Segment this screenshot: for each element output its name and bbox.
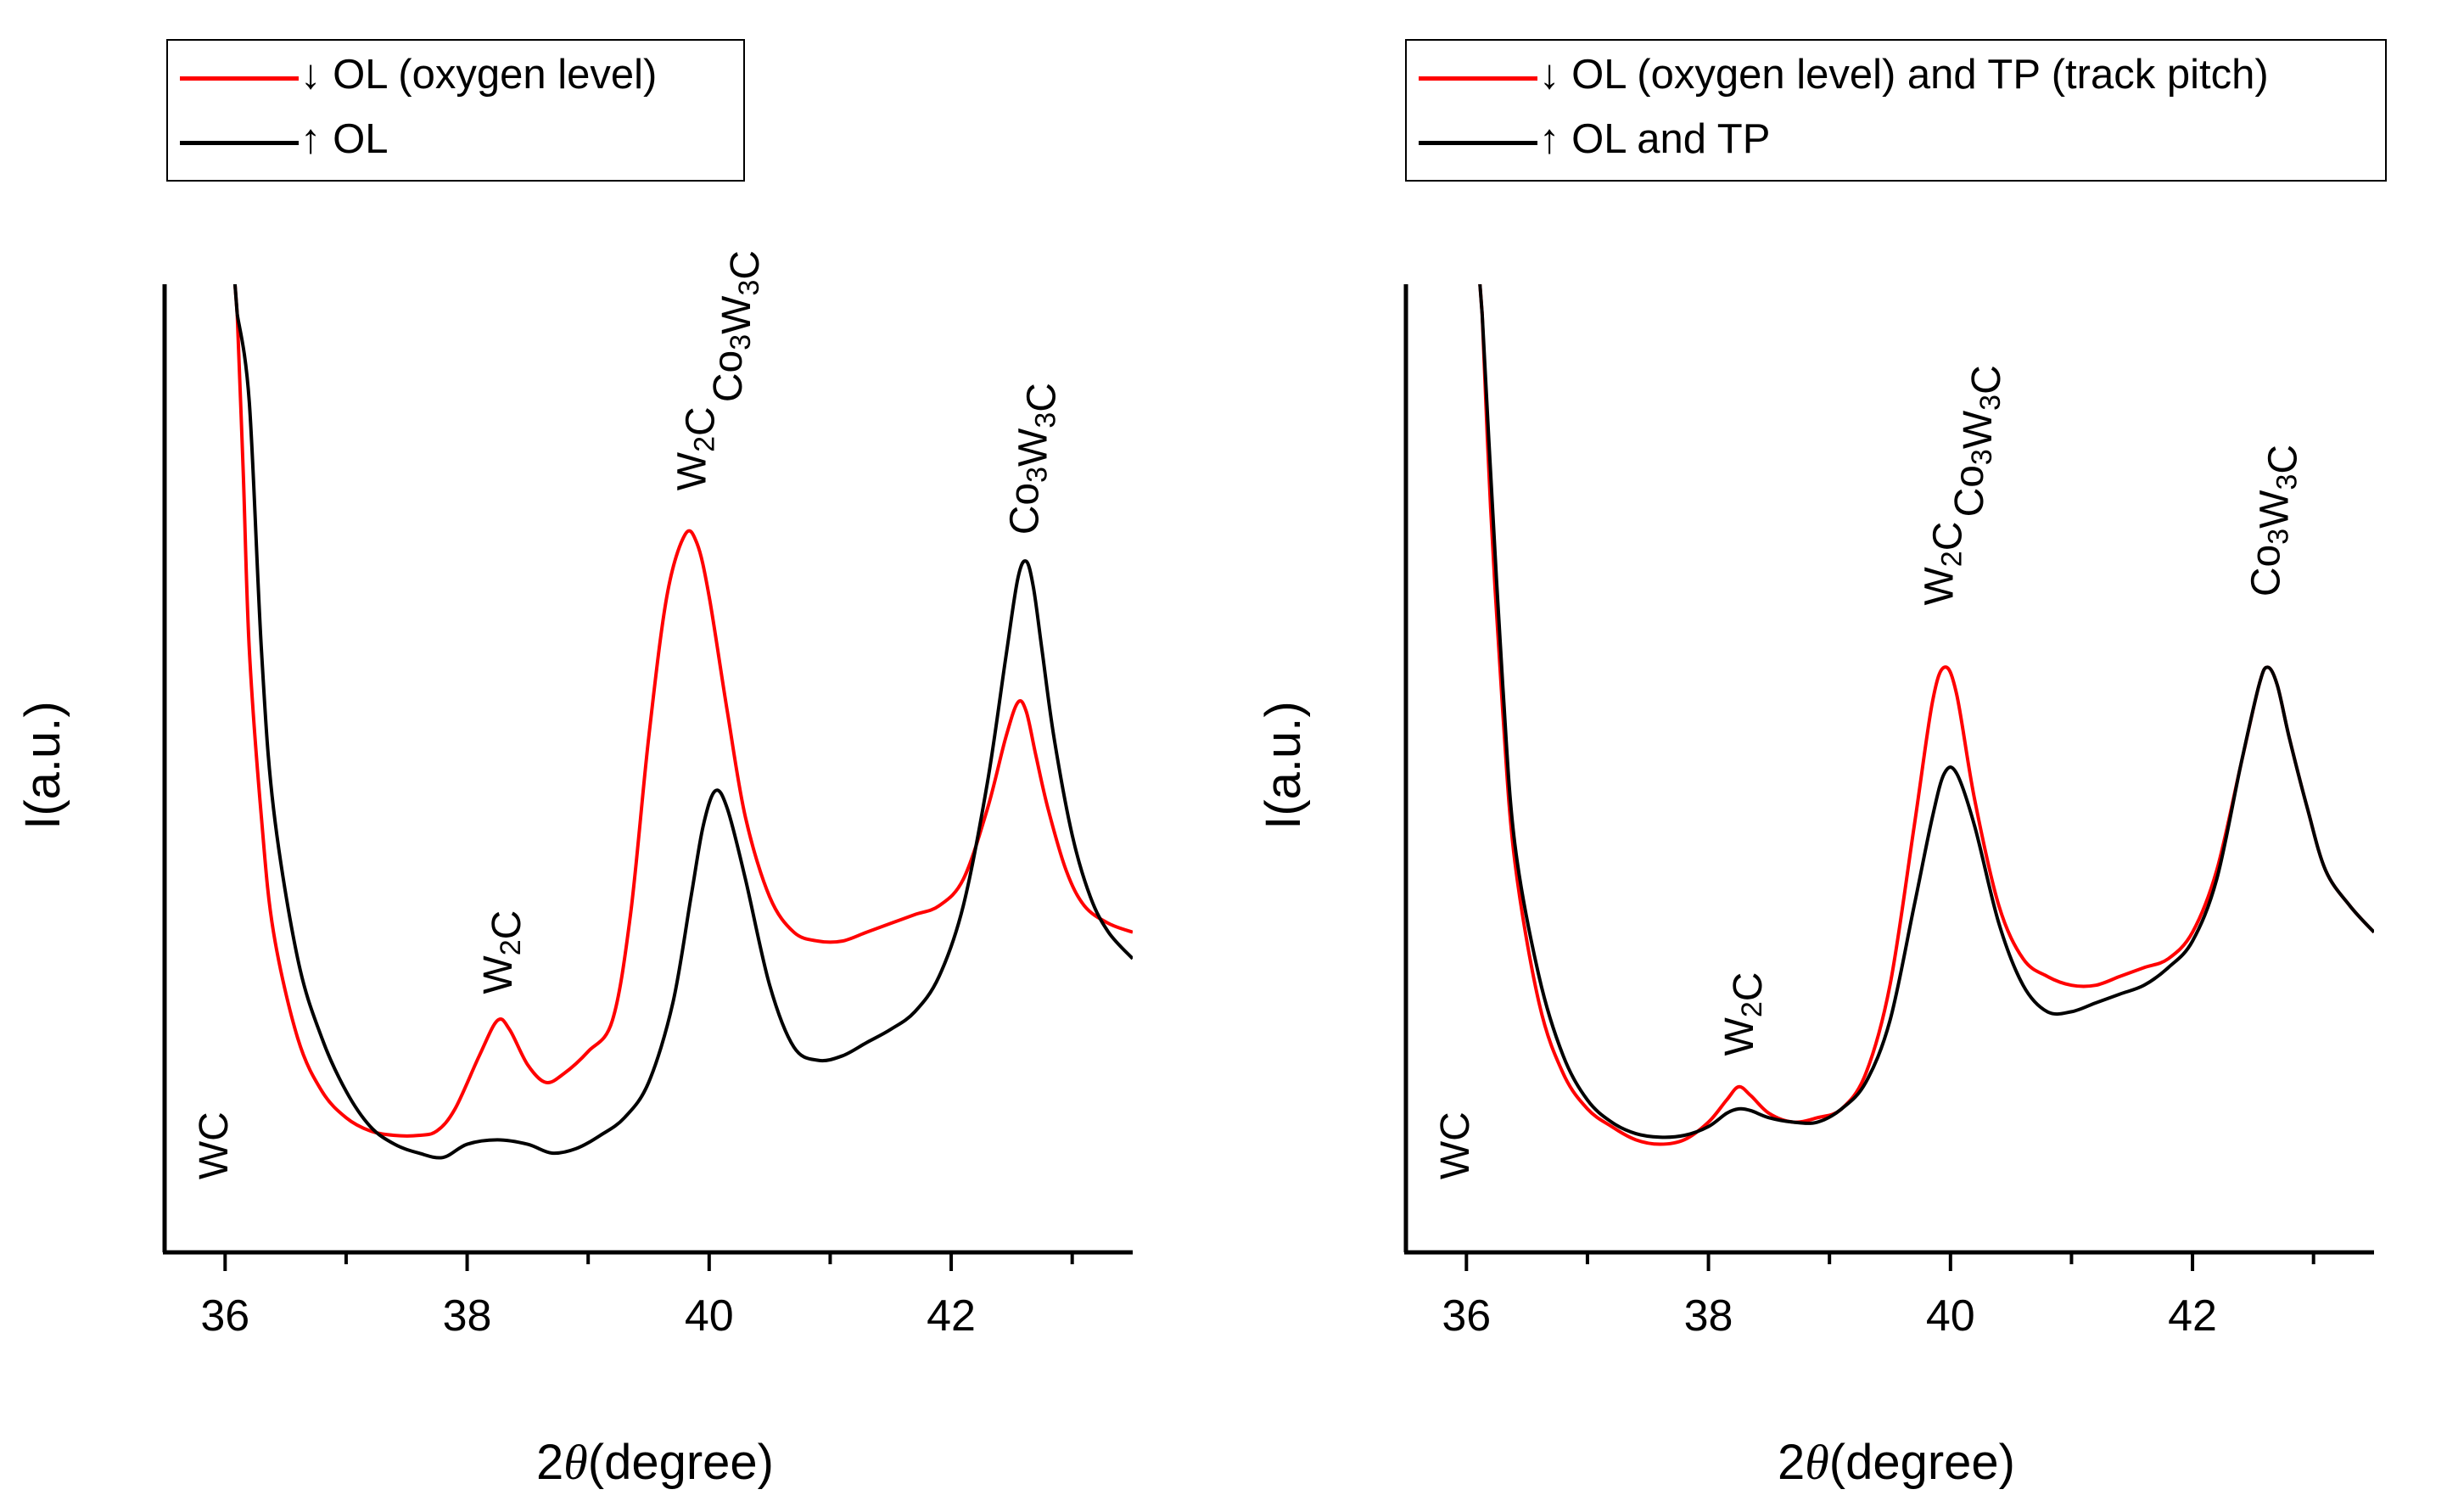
legend-right: ↓ OL (oxygen level) and TP (track pitch)… — [1405, 39, 2387, 182]
peak-label: Co3W3C — [1947, 365, 2009, 517]
series-rise-black — [1478, 284, 1484, 315]
legend-left: ↓ OL (oxygen level) ↑ OL — [166, 39, 745, 182]
peak-label: Co3W3C — [2244, 445, 2306, 596]
x-tick-label: 36 — [200, 1291, 249, 1341]
peak-label: Co3W3C — [1003, 383, 1065, 535]
legend-label-red: ↓ OL (oxygen level) — [300, 52, 658, 98]
x-tick-label: 38 — [443, 1291, 492, 1341]
legend-entry-red: ↓ OL (oxygen level) and TP (track pitch) — [1407, 48, 2385, 110]
x-axis-label: 2θ(degree) — [536, 1435, 774, 1490]
x-tick-label: 38 — [1684, 1291, 1733, 1341]
series-rise-black — [232, 284, 239, 315]
x-tick-label: 40 — [685, 1291, 734, 1341]
y-axis-label: I(a.u.) — [1256, 701, 1311, 830]
peak-label: WC — [192, 1112, 237, 1179]
x-axis-label: 2θ(degree) — [1778, 1435, 2015, 1490]
legend-line-black — [1419, 141, 1537, 145]
peak-label: W2C — [1918, 522, 1971, 606]
peak-label: W2C — [476, 910, 529, 994]
x-tick-label: 36 — [1442, 1291, 1491, 1341]
left-panel: ↓ OL (oxygen level) ↑ OL 36 38 40 42 2θ(degr… — [15, 39, 1133, 1490]
chart-left: 36 38 40 422θ(degree)I(a.u.)WCW2CW2CCo3W3CC… — [15, 250, 1133, 1490]
x-tick-label: 40 — [1926, 1291, 1975, 1341]
legend-line-red — [180, 76, 299, 81]
legend-entry-black: ↑ OL — [168, 112, 743, 175]
x-tick-label: 42 — [927, 1291, 976, 1341]
series-line-black — [1480, 313, 2374, 1140]
legend-label-black: ↑ OL — [300, 116, 389, 162]
peak-label: W2C — [669, 406, 723, 490]
series-line-red — [235, 313, 1133, 1138]
series-line-black — [235, 313, 1133, 1160]
legend-label-black: ↑ OL and TP — [1539, 116, 1771, 162]
series-group — [1478, 284, 2374, 1146]
series-group — [232, 284, 1133, 1160]
legend-line-red — [1419, 76, 1537, 81]
x-tick-label: 42 — [2168, 1291, 2217, 1341]
chart-right: 36 38 40 422θ(degree)I(a.u.)WCW2CW2CCo3W3CC… — [1256, 284, 2374, 1490]
legend-entry-black: ↑ OL and TP — [1407, 112, 2385, 175]
peak-label: W2C — [1717, 972, 1771, 1056]
peak-label: WC — [1433, 1112, 1478, 1179]
peak-label: Co3W3C — [706, 250, 768, 402]
y-axis-label: I(a.u.) — [15, 701, 70, 830]
series-line-red — [1480, 313, 2374, 1146]
legend-line-black — [180, 141, 299, 145]
legend-entry-red: ↓ OL (oxygen level) — [168, 48, 743, 110]
right-panel: ↓ OL (oxygen level) and TP (track pitch)… — [1224, 0, 2447, 1512]
legend-label-red: ↓ OL (oxygen level) and TP (track pitch) — [1539, 52, 2269, 98]
